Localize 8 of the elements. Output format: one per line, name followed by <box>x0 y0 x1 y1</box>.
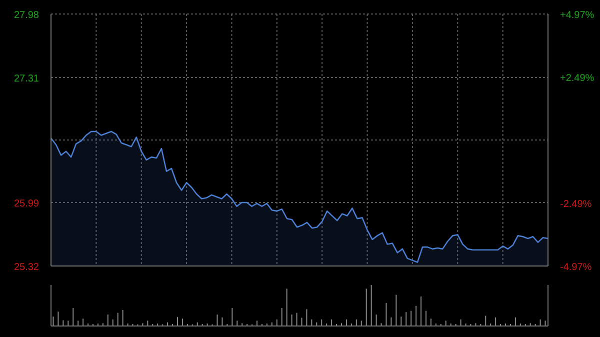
y-tick-label: 25.32 <box>14 262 40 273</box>
y2-tick-label: +2.49% <box>560 72 594 84</box>
y-tick-label: 27.98 <box>14 10 40 21</box>
y-tick-label: 25.99 <box>14 198 40 210</box>
y2-tick-label: +4.97% <box>560 10 594 21</box>
y2-tick-label: -2.49% <box>560 199 592 210</box>
y2-tick-label: -4.97% <box>560 262 592 273</box>
y-tick-label: 27.31 <box>14 73 40 84</box>
